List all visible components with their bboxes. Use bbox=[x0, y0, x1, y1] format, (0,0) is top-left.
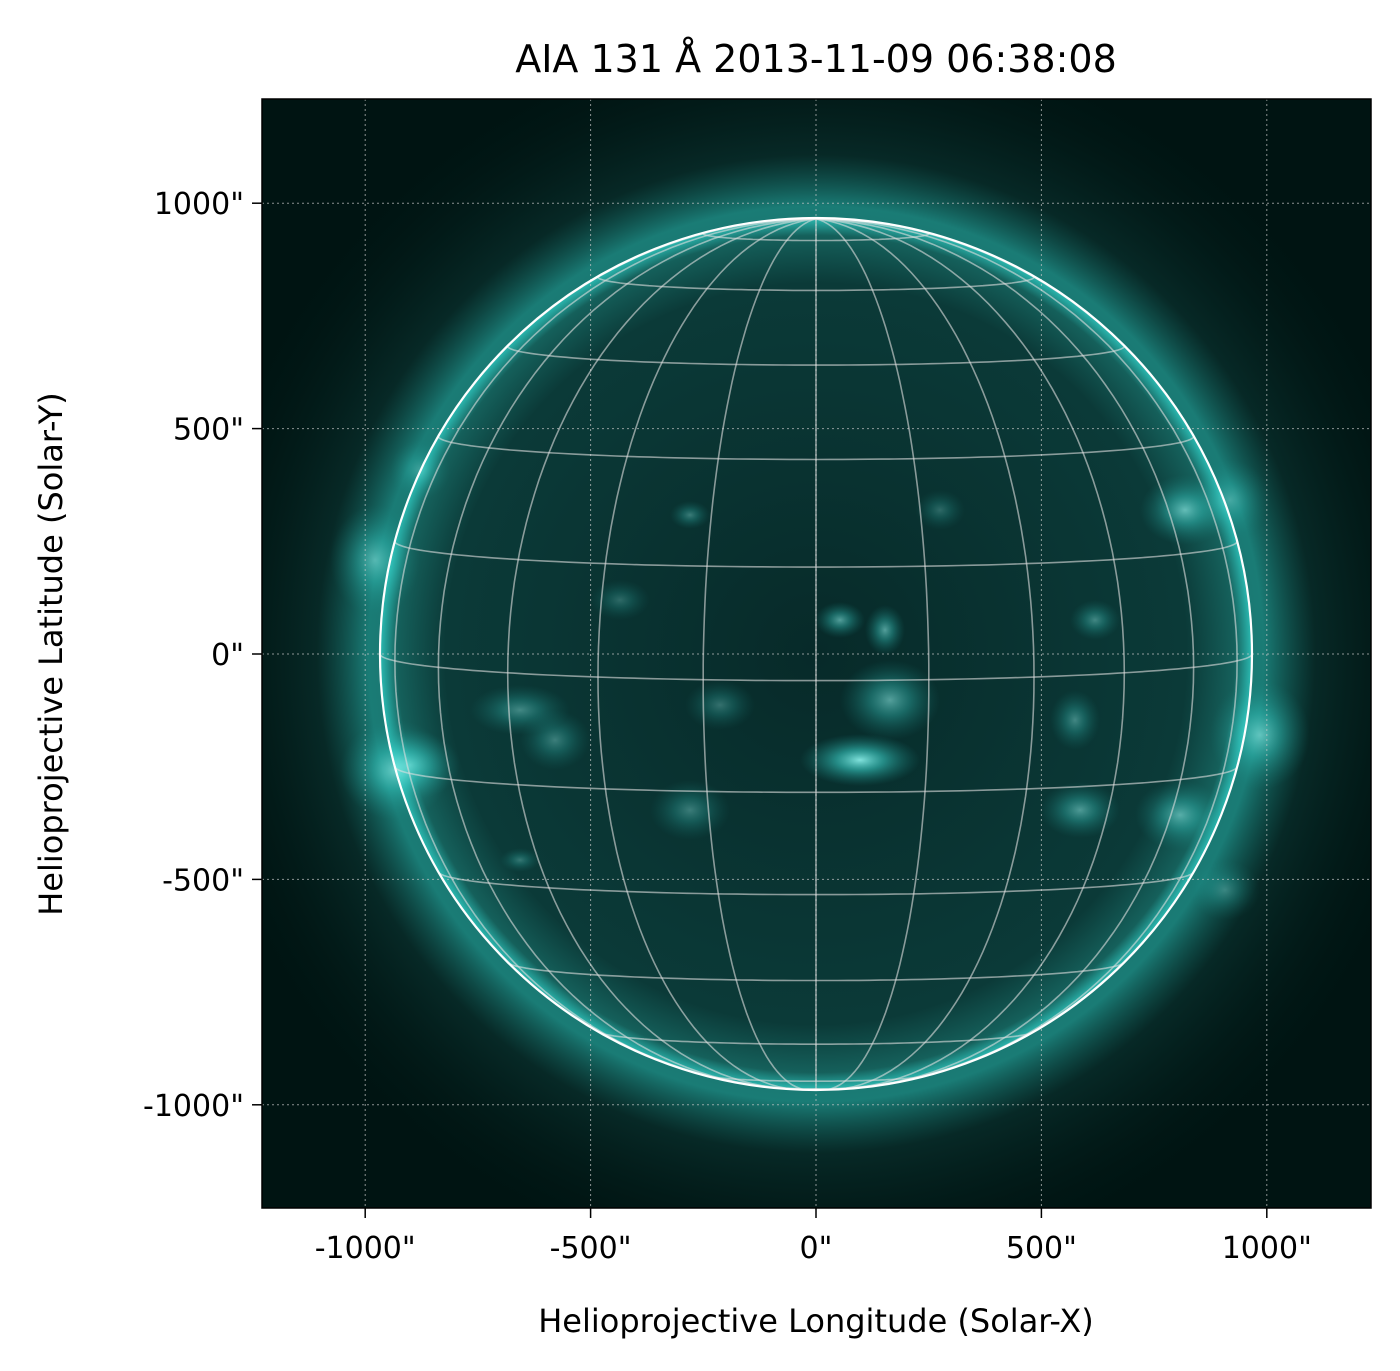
active-region-glow bbox=[815, 602, 865, 638]
active-region-glow bbox=[1070, 600, 1120, 640]
active-region-glow bbox=[685, 680, 755, 730]
parallel-line bbox=[380, 653, 1252, 682]
parallel-line bbox=[394, 541, 1238, 568]
active-region-glow bbox=[520, 710, 590, 770]
x-tick-label: -1000" bbox=[315, 1231, 416, 1266]
parallel-line bbox=[506, 345, 1126, 366]
active-region-glow bbox=[800, 734, 920, 786]
active-region-glow bbox=[670, 501, 710, 529]
x-axis-ticks: -1000" -500" 0" 500" 1000" bbox=[315, 1208, 1312, 1266]
y-axis-ticks: 1000" 500" 0" -500" -1000" bbox=[143, 187, 262, 1124]
active-region-glow bbox=[840, 660, 940, 740]
active-region-glow bbox=[1040, 782, 1120, 838]
active-region-glow bbox=[915, 490, 965, 530]
y-tick-label: 1000" bbox=[154, 187, 244, 222]
y-tick-label: 0" bbox=[211, 638, 244, 673]
parallel-line bbox=[706, 1075, 926, 1082]
active-region-glow bbox=[865, 605, 905, 655]
parallel-line bbox=[394, 766, 1238, 794]
active-region-glow bbox=[650, 780, 730, 840]
parallel-line bbox=[598, 1031, 1034, 1045]
limb-emission-patch bbox=[1190, 860, 1260, 920]
solar-limb bbox=[378, 216, 1254, 1092]
parallel-line bbox=[437, 871, 1195, 896]
parallel-line bbox=[508, 962, 1124, 982]
plot-area bbox=[262, 99, 1371, 1208]
x-tick-label: -500" bbox=[550, 1231, 632, 1266]
active-region-glow bbox=[1050, 690, 1100, 750]
y-tick-label: 500" bbox=[173, 413, 244, 448]
parallel-line bbox=[702, 233, 930, 242]
chart-title: AIA 131 Å 2013-11-09 06:38:08 bbox=[515, 37, 1117, 81]
x-tick-label: 1000" bbox=[1222, 1231, 1312, 1266]
y-tick-label: -1000" bbox=[143, 1089, 244, 1124]
limb-emission-patch bbox=[1190, 460, 1270, 540]
parallel-line bbox=[437, 435, 1195, 461]
x-axis-label: Helioprojective Longitude (Solar-X) bbox=[538, 1302, 1094, 1340]
y-axis-label: Helioprojective Latitude (Solar-Y) bbox=[32, 392, 70, 916]
x-tick-label: 500" bbox=[1006, 1231, 1077, 1266]
y-tick-label: -500" bbox=[162, 863, 244, 898]
active-region-glow bbox=[590, 580, 650, 620]
x-tick-label: 0" bbox=[800, 1231, 833, 1266]
parallel-line bbox=[597, 276, 1035, 292]
active-region-glow bbox=[500, 848, 540, 872]
